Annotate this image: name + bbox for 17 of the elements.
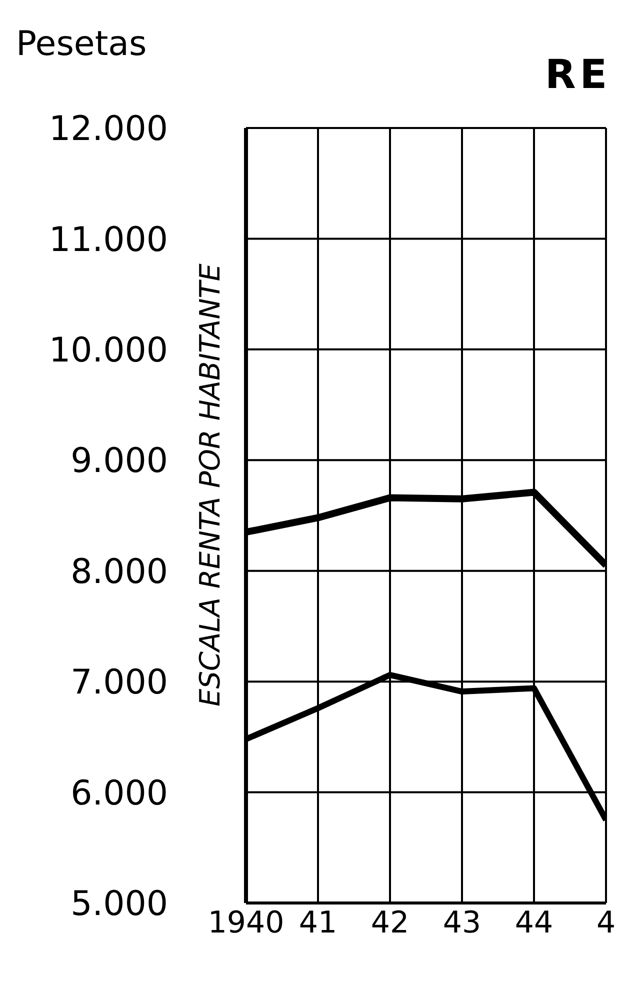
y-tick-label: 9.000	[70, 441, 168, 482]
y-axis-title: Pesetas	[16, 24, 147, 64]
chart-title: RE	[545, 52, 612, 98]
y-tick-label: 7.000	[70, 662, 168, 703]
x-tick-label: 1940	[208, 905, 284, 940]
x-tick-label: 42	[370, 905, 410, 940]
y-tick-label: 8.000	[70, 552, 168, 592]
x-tick-label: 44	[514, 905, 554, 940]
y-tick-label: 11.000	[49, 220, 168, 260]
x-tick-label: 43	[442, 905, 482, 940]
y-tick-label: 6.000	[70, 773, 168, 814]
x-tick-label: 41	[298, 905, 338, 940]
y-tick-label: 10.000	[49, 330, 168, 370]
x-tick-label: 4	[596, 905, 616, 940]
y-tick-label: 5.000	[70, 884, 168, 924]
text: ESCALA RENTA POR HABITANTE	[194, 264, 226, 706]
y-tick-label: 12.000	[49, 109, 168, 150]
